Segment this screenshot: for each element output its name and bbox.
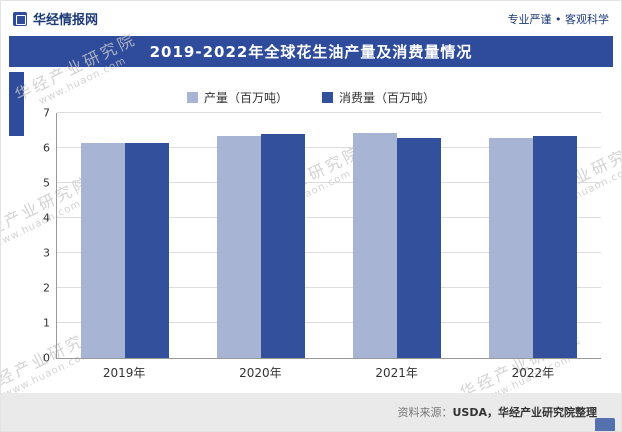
- gridline: [57, 287, 601, 288]
- legend-label: 消费量（百万吨）: [339, 91, 436, 105]
- bar-production: [81, 142, 125, 358]
- source-text: USDA，华经产业研究院整理: [452, 406, 598, 419]
- header: 华经情报网 专业严谨 • 客观科学: [1, 1, 621, 36]
- legend-item: 消费量（百万吨）: [322, 89, 435, 106]
- corner-logo: [595, 418, 615, 431]
- chart-title: 2019-2022年全球花生油产量及消费量情况: [9, 36, 613, 67]
- header-slogan: 专业严谨 • 客观科学: [507, 12, 609, 26]
- legend-label: 产量（百万吨）: [203, 91, 288, 105]
- gridline: [57, 147, 601, 148]
- x-tick-label: 2022年: [511, 366, 555, 380]
- bar-group: [81, 113, 169, 358]
- legend-item: 产量（百万吨）: [186, 89, 288, 106]
- bar-production: [353, 132, 397, 358]
- x-axis-labels: 2019年 2020年 2021年 2022年: [56, 364, 601, 381]
- y-tick-label: 7: [43, 106, 50, 120]
- plot-area: [57, 113, 601, 358]
- brand-name: 华经情报网: [33, 13, 99, 28]
- bar-group: [217, 113, 305, 358]
- y-tick-label: 3: [43, 246, 50, 260]
- bar-consumption: [125, 142, 169, 358]
- brand[interactable]: 华经情报网: [13, 9, 98, 28]
- y-tick-label: 5: [43, 176, 50, 190]
- bar-consumption: [397, 137, 441, 358]
- gridline: [57, 252, 601, 253]
- x-tick-label: 2021年: [375, 366, 418, 380]
- x-tick-label: 2020年: [239, 366, 282, 380]
- y-tick-label: 2: [43, 281, 50, 295]
- x-tick-label: 2019年: [102, 366, 146, 380]
- bar-group: [353, 113, 441, 358]
- gridline: [57, 322, 601, 323]
- source-label: 资料来源：: [397, 406, 453, 419]
- y-tick-label: 4: [43, 211, 50, 225]
- source-footer: 资料来源： USDA，华经产业研究院整理: [1, 393, 621, 431]
- y-tick-label: 0: [43, 351, 50, 365]
- bar-production: [217, 136, 261, 358]
- legend-swatch: [322, 92, 333, 103]
- legend: 产量（百万吨） 消费量（百万吨）: [1, 89, 621, 106]
- bar-consumption: [533, 136, 577, 358]
- bar-production: [489, 137, 533, 358]
- gridline: [57, 112, 601, 113]
- left-accent-stripe: [9, 72, 24, 136]
- bar-group: [489, 113, 577, 358]
- brand-logo-icon: [13, 11, 27, 26]
- y-tick-label: 6: [43, 141, 50, 155]
- plot-outer: 0 1 2 3 4 5 6 7: [43, 108, 601, 364]
- bar-consumption: [261, 133, 305, 358]
- gridline: [57, 182, 601, 183]
- gridline: [57, 217, 601, 218]
- y-tick-label: 1: [43, 316, 50, 330]
- legend-swatch: [186, 92, 198, 103]
